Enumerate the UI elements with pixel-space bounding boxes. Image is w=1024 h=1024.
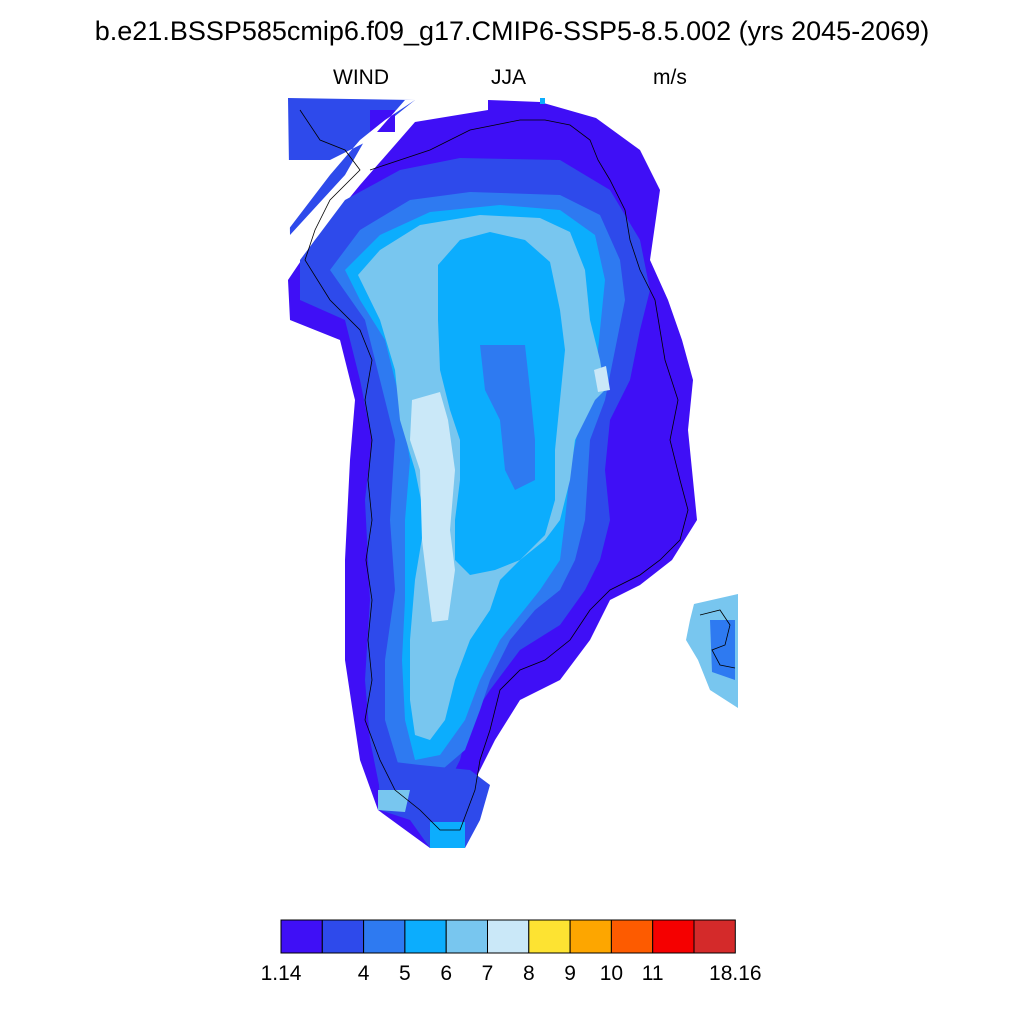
- variable-label: WIND: [333, 66, 389, 89]
- colorbar-swatch: [569, 919, 612, 954]
- colorbar-swatch: [280, 919, 323, 954]
- colorbar-tick-label: 1.14: [261, 962, 302, 985]
- season-label: JJA: [491, 66, 527, 89]
- colorbar-swatch: [404, 919, 447, 954]
- colorbar-tick-label: 10: [600, 962, 623, 985]
- wind-field: [288, 98, 738, 848]
- colorbar-tick-label: 5: [399, 962, 411, 985]
- colorbar-swatch: [528, 919, 571, 954]
- colorbar-swatch: [445, 919, 489, 954]
- colorbar-swatch: [693, 919, 736, 954]
- colorbar-swatch: [652, 919, 695, 954]
- plot-title: b.e21.BSSP585cmip6.f09_g17.CMIP6-SSP5-8.…: [94, 16, 930, 46]
- colorbar-tick-label: 9: [564, 962, 576, 985]
- colorbar-tick-label: 6: [440, 962, 452, 985]
- colorbar-tick-label: 8: [523, 962, 535, 985]
- colorbar-swatch: [610, 919, 654, 954]
- colorbar-tick-label: 18.16: [709, 962, 762, 985]
- colorbar-swatch: [363, 919, 406, 954]
- colorbar-tick-label: 4: [358, 962, 370, 985]
- coastline: [299, 109, 736, 831]
- colorbar-swatch: [321, 919, 365, 954]
- colorbar-tick-label: 11: [642, 962, 664, 985]
- colorbar-swatch: [487, 919, 530, 954]
- units-label: m/s: [653, 66, 687, 89]
- colorbar-tick-label: 7: [482, 962, 494, 985]
